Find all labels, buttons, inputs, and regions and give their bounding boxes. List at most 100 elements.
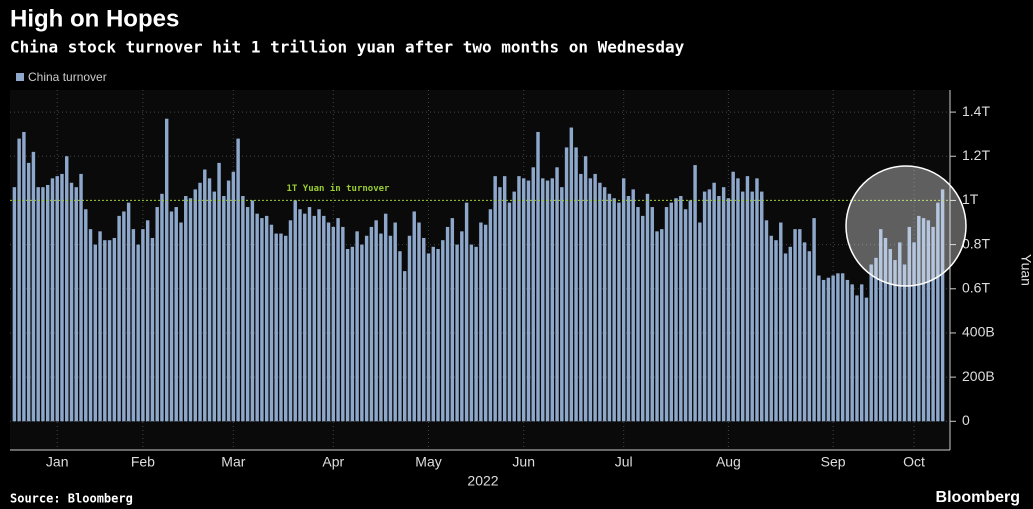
- x-tick-label: Sep: [821, 454, 846, 470]
- bar: [598, 182, 602, 422]
- bar: [859, 284, 864, 422]
- bar: [850, 284, 854, 422]
- bar: [303, 213, 307, 422]
- bar: [203, 169, 207, 422]
- bar: [345, 249, 350, 422]
- bar: [355, 231, 359, 422]
- bar: [98, 231, 102, 422]
- bar: [193, 189, 197, 422]
- bar: [788, 246, 793, 422]
- source: Source: Bloomberg: [10, 492, 133, 506]
- bar: [169, 211, 174, 422]
- bar: [745, 176, 750, 422]
- bar: [926, 220, 931, 422]
- bar: [93, 244, 98, 422]
- bar: [131, 229, 136, 422]
- bar: [502, 176, 507, 422]
- bar: [464, 202, 469, 422]
- bar: [526, 180, 531, 422]
- bar: [450, 218, 455, 422]
- bar: [145, 220, 150, 422]
- bar: [312, 215, 316, 422]
- bar: [255, 213, 259, 422]
- bar: [736, 178, 740, 422]
- bar: [621, 178, 626, 422]
- bar: [793, 229, 797, 422]
- bar: [721, 187, 726, 422]
- bar: [160, 193, 164, 422]
- bar: [479, 222, 483, 422]
- bar: [12, 187, 17, 422]
- bar: [883, 237, 888, 422]
- bar: [531, 167, 535, 422]
- bar: [874, 257, 878, 422]
- bar: [717, 196, 721, 422]
- bar: [126, 202, 131, 422]
- bar: [226, 180, 231, 422]
- bar: [341, 226, 345, 422]
- bar: [764, 220, 769, 422]
- bar: [921, 218, 926, 422]
- bar: [583, 156, 588, 422]
- bar: [693, 165, 697, 422]
- bar: [322, 215, 326, 422]
- legend-swatch: [16, 73, 24, 81]
- bar: [564, 147, 569, 422]
- bar: [679, 196, 683, 422]
- bar: [155, 207, 159, 422]
- bar: [821, 279, 826, 422]
- bar: [579, 173, 583, 422]
- bar: [498, 187, 502, 422]
- bar: [412, 211, 416, 422]
- highlight-circle: [845, 165, 967, 287]
- bar: [388, 235, 393, 422]
- bar: [555, 167, 559, 422]
- bar: [65, 156, 69, 422]
- bar: [726, 198, 731, 422]
- bar: [217, 162, 221, 422]
- bar: [807, 251, 812, 422]
- bar: [483, 224, 488, 422]
- bar: [74, 187, 78, 422]
- bar: [469, 244, 474, 422]
- bar: [293, 200, 297, 422]
- bar: [331, 226, 336, 422]
- bar: [683, 209, 688, 422]
- bar: [802, 242, 807, 422]
- bar: [264, 215, 269, 422]
- bar: [241, 196, 245, 422]
- bar: [907, 226, 912, 422]
- bar: [536, 131, 540, 422]
- y-tick-label: 0: [962, 412, 970, 428]
- brand: Bloomberg: [936, 489, 1020, 506]
- bar: [812, 218, 816, 422]
- bar: [541, 178, 545, 422]
- bar: [250, 200, 255, 422]
- bar: [31, 151, 36, 422]
- bar: [298, 209, 302, 422]
- x-tick-label: Oct: [903, 454, 925, 470]
- bar: [84, 209, 88, 422]
- x-tick-label: Jun: [512, 454, 535, 470]
- bar: [707, 189, 712, 422]
- bar: [936, 202, 940, 422]
- bar: [403, 271, 407, 422]
- bar: [207, 178, 212, 422]
- bar: [231, 171, 236, 422]
- bar: [198, 182, 202, 422]
- bar: [740, 191, 745, 422]
- bar: [222, 196, 226, 422]
- bar: [88, 229, 93, 422]
- y-tick-label: 1.4T: [962, 103, 990, 119]
- bar: [826, 277, 831, 422]
- reference-label: 1T Yuan in turnover: [287, 183, 391, 194]
- bar: [817, 275, 821, 422]
- bar: [712, 182, 716, 422]
- marks: 0 200B 400B 0.6T 0.8T 1T 1.2T 1.4T Jan Feb Mar Apr M…: [10, 90, 995, 470]
- bar: [798, 229, 802, 422]
- bar: [574, 147, 578, 422]
- bar: [779, 222, 783, 422]
- bar: [212, 191, 217, 422]
- bar: [888, 249, 892, 422]
